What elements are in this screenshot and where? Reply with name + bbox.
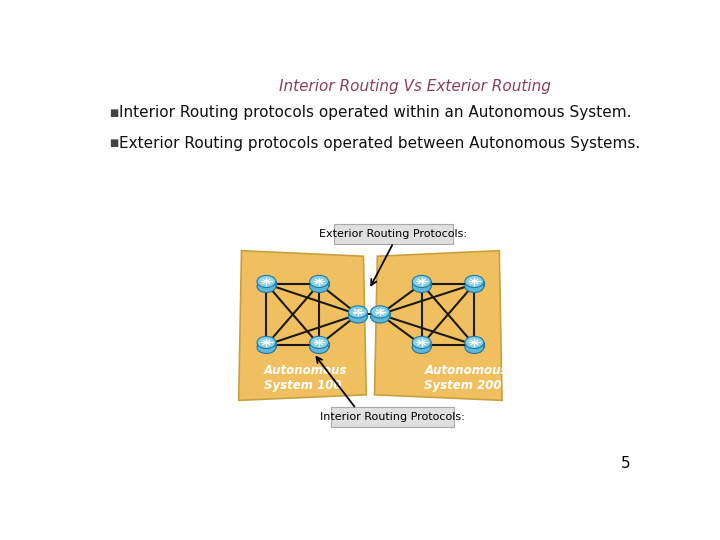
Ellipse shape — [348, 306, 367, 318]
Ellipse shape — [348, 311, 367, 323]
FancyBboxPatch shape — [334, 224, 453, 244]
FancyBboxPatch shape — [257, 281, 276, 286]
Text: Exterior Routing protocols operated between Autonomous Systems.: Exterior Routing protocols operated betw… — [119, 136, 640, 151]
Ellipse shape — [257, 336, 276, 348]
Ellipse shape — [413, 275, 431, 287]
FancyBboxPatch shape — [465, 281, 484, 286]
Ellipse shape — [257, 341, 276, 354]
Ellipse shape — [465, 280, 484, 293]
Text: Autonomous
System 100: Autonomous System 100 — [264, 364, 347, 393]
FancyBboxPatch shape — [310, 281, 328, 286]
Ellipse shape — [465, 275, 484, 287]
FancyBboxPatch shape — [413, 342, 431, 347]
Text: Exterior Routing Protocols:: Exterior Routing Protocols: — [320, 229, 467, 239]
Text: Interior Routing Vs Exterior Routing: Interior Routing Vs Exterior Routing — [279, 79, 551, 93]
Ellipse shape — [371, 311, 390, 323]
Ellipse shape — [465, 341, 484, 354]
FancyBboxPatch shape — [413, 281, 431, 286]
Text: Autonomous
System 200: Autonomous System 200 — [425, 364, 508, 393]
FancyBboxPatch shape — [310, 342, 328, 347]
Text: Interior Routing Protocols:: Interior Routing Protocols: — [320, 412, 465, 422]
Ellipse shape — [465, 336, 484, 348]
Ellipse shape — [257, 280, 276, 293]
FancyBboxPatch shape — [348, 312, 367, 317]
Ellipse shape — [413, 336, 431, 348]
Ellipse shape — [310, 341, 328, 354]
FancyBboxPatch shape — [257, 342, 276, 347]
Ellipse shape — [413, 280, 431, 293]
Polygon shape — [374, 251, 502, 400]
Text: Interior Routing protocols operated within an Autonomous System.: Interior Routing protocols operated with… — [119, 105, 631, 120]
Ellipse shape — [310, 336, 328, 348]
FancyBboxPatch shape — [465, 342, 484, 347]
FancyBboxPatch shape — [331, 407, 454, 427]
Ellipse shape — [257, 275, 276, 287]
Ellipse shape — [310, 280, 328, 293]
Ellipse shape — [371, 306, 390, 318]
Ellipse shape — [310, 275, 328, 287]
Text: ■: ■ — [109, 107, 118, 118]
Text: 5: 5 — [621, 456, 631, 471]
FancyBboxPatch shape — [371, 312, 390, 317]
Text: ■: ■ — [109, 138, 118, 149]
Polygon shape — [239, 251, 366, 400]
Ellipse shape — [413, 341, 431, 354]
